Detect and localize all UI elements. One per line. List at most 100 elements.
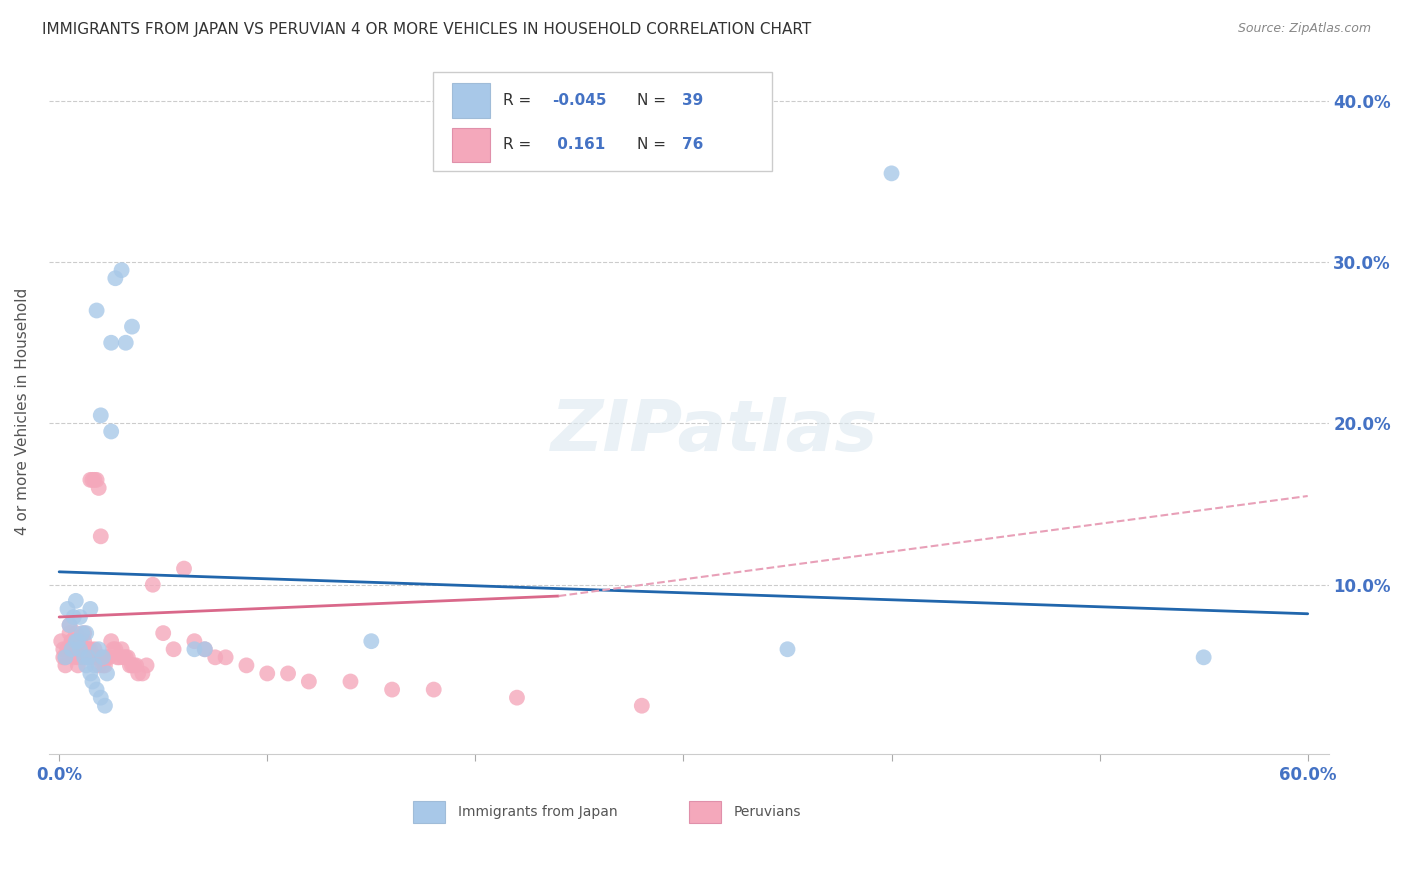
Point xyxy=(60,634,83,648)
Text: -0.045: -0.045 xyxy=(551,93,606,108)
Point xyxy=(79,602,101,616)
Point xyxy=(135,658,157,673)
Point xyxy=(56,642,79,657)
Point xyxy=(94,698,117,713)
Point xyxy=(73,650,96,665)
Point xyxy=(183,634,205,648)
Point xyxy=(62,642,84,657)
Text: Source: ZipAtlas.com: Source: ZipAtlas.com xyxy=(1237,22,1371,36)
Point xyxy=(86,650,108,665)
Point xyxy=(127,666,149,681)
Point xyxy=(77,650,100,665)
Point xyxy=(100,634,122,648)
Point xyxy=(86,682,108,697)
Point xyxy=(62,650,84,665)
Point xyxy=(65,626,87,640)
Point xyxy=(422,682,444,697)
Y-axis label: 4 or more Vehicles in Household: 4 or more Vehicles in Household xyxy=(15,288,30,535)
Point xyxy=(55,650,77,665)
Point xyxy=(100,425,122,439)
Bar xyxy=(451,83,491,118)
Text: N =: N = xyxy=(637,137,671,153)
Point xyxy=(506,690,529,705)
Point xyxy=(114,650,136,665)
Point xyxy=(298,674,321,689)
Point xyxy=(73,634,96,648)
Point xyxy=(90,650,112,665)
Text: 39: 39 xyxy=(682,93,703,108)
Point xyxy=(630,698,652,713)
Point xyxy=(69,642,91,657)
Point xyxy=(256,666,278,681)
Point xyxy=(90,690,112,705)
Point xyxy=(62,610,84,624)
Point xyxy=(55,650,77,665)
Point xyxy=(77,642,100,657)
Text: R =: R = xyxy=(503,137,536,153)
Point xyxy=(56,602,79,616)
Point xyxy=(79,642,101,657)
Point xyxy=(55,658,77,673)
Point xyxy=(82,473,104,487)
Point xyxy=(75,642,97,657)
Text: Immigrants from Japan: Immigrants from Japan xyxy=(458,805,617,820)
Point xyxy=(70,626,93,640)
Point xyxy=(69,610,91,624)
Point xyxy=(152,626,174,640)
Point xyxy=(75,658,97,673)
Point xyxy=(87,481,110,495)
Point xyxy=(91,650,114,665)
FancyBboxPatch shape xyxy=(433,72,772,171)
Point xyxy=(125,658,148,673)
Point xyxy=(66,650,89,665)
Point xyxy=(79,666,101,681)
Point xyxy=(339,674,361,689)
Point xyxy=(776,642,799,657)
Point xyxy=(75,650,97,665)
Point xyxy=(114,335,136,350)
Point xyxy=(142,578,165,592)
Point xyxy=(110,642,132,657)
Point xyxy=(69,634,91,648)
Bar xyxy=(451,128,491,162)
Point xyxy=(87,642,110,657)
Point xyxy=(104,271,127,285)
Point xyxy=(56,642,79,657)
Point xyxy=(110,263,132,277)
Point xyxy=(70,642,93,657)
Point xyxy=(86,473,108,487)
Bar xyxy=(413,801,446,823)
Text: IMMIGRANTS FROM JAPAN VS PERUVIAN 4 OR MORE VEHICLES IN HOUSEHOLD CORRELATION CH: IMMIGRANTS FROM JAPAN VS PERUVIAN 4 OR M… xyxy=(42,22,811,37)
Point xyxy=(100,335,122,350)
Point xyxy=(58,626,80,640)
Text: 76: 76 xyxy=(682,137,703,153)
Point xyxy=(131,666,153,681)
Point xyxy=(77,650,100,665)
Point xyxy=(104,642,127,657)
Point xyxy=(82,650,104,665)
Point xyxy=(83,642,105,657)
Point xyxy=(69,642,91,657)
Point xyxy=(96,666,118,681)
Text: 0.161: 0.161 xyxy=(551,137,605,153)
Point xyxy=(214,650,236,665)
Point xyxy=(107,650,129,665)
Point xyxy=(194,642,217,657)
Point xyxy=(83,658,105,673)
Point xyxy=(122,658,145,673)
Point xyxy=(277,666,299,681)
Point xyxy=(66,634,89,648)
Text: N =: N = xyxy=(637,93,671,108)
Point xyxy=(204,650,226,665)
Point xyxy=(91,658,114,673)
Point xyxy=(86,303,108,318)
Point xyxy=(118,658,141,673)
Point xyxy=(381,682,404,697)
Bar xyxy=(689,801,721,823)
Text: R =: R = xyxy=(503,93,536,108)
Point xyxy=(60,634,83,648)
Point xyxy=(52,642,75,657)
Point xyxy=(82,674,104,689)
Point xyxy=(96,650,118,665)
Point xyxy=(112,650,135,665)
